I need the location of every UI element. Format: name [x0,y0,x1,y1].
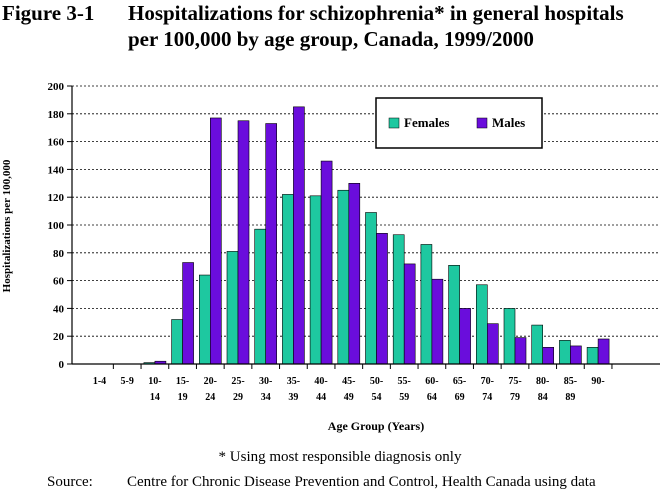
bar-females-65 [448,265,460,365]
bar-males-15 [182,262,194,365]
bar-females-40 [309,195,322,365]
legend-label-females: Females [404,115,449,130]
x-tick-label: 74 [482,392,492,403]
y-tick-label: 40 [53,303,65,315]
bar-females-45 [337,189,350,365]
x-tick-label: 85- [564,376,577,387]
x-tick-label: 30- [259,376,272,387]
bar-males-20 [210,117,222,365]
bar-females-75 [503,308,516,365]
y-tick-label: 180 [48,109,65,121]
x-tick-label: 34 [261,392,271,403]
bar-females-85 [559,340,571,365]
legend-label-males: Males [492,115,525,130]
bar-females-90 [586,347,599,365]
bar-females-50 [365,212,377,365]
x-tick-label: 40- [314,376,327,387]
x-tick-label: 89 [565,392,575,403]
source-label: Source: [47,474,93,490]
x-tick-label: 24 [205,392,215,403]
bar-males-40 [320,160,333,365]
bar-males-50 [376,233,388,365]
x-tick-label: 60- [425,376,438,387]
axes [67,85,660,369]
x-tick-label: 59 [399,392,409,403]
bar-females-30 [254,228,266,365]
y-axis-label: Hospitalizations per 100,000 [1,159,13,292]
figure-title: Figure 3-1 Hospitalizations for schizophr… [2,0,660,52]
source-line: Source: Centre for Chronic Disease Preven… [47,474,660,491]
bar-females-60 [420,244,433,365]
bar-males-55 [403,263,416,365]
bars [143,106,610,365]
x-tick-label: 75- [508,376,521,387]
y-tick-label: 160 [48,137,65,149]
bar-females-20 [199,274,211,365]
bar-males-75 [514,337,527,365]
x-tick-label: 80- [536,376,549,387]
legend-swatch-males [476,117,488,129]
bar-females-15 [171,319,183,365]
bar-females-55 [392,234,405,365]
x-tick-label: 20- [204,376,217,387]
x-tick-labels: 1-4 5-9 10- 14 15- 19 20- 24 25- 29 30- 34 35- 39 40- 4… [93,376,605,403]
x-tick-label: 90- [591,376,604,387]
y-tick-label: 80 [53,248,65,260]
x-tick-label: 44 [316,392,326,403]
x-tick-label: 39 [288,392,298,403]
y-tick-label: 120 [48,192,65,204]
y-tick-label: 0 [59,359,65,371]
x-tick-label: 69 [455,392,465,403]
x-tick-label: 84 [538,392,548,403]
legend: Females Males [375,97,543,149]
y-tick-label: 100 [48,220,65,232]
bar-females-25 [226,251,239,365]
footnote: * Using most responsible diagnosis only [218,449,462,465]
bar-males-65 [459,308,471,365]
x-tick-label: 70- [481,376,494,387]
x-tick-label: 50- [370,376,383,387]
bar-females-70 [475,284,488,365]
legend-swatch-females [388,117,400,129]
x-tick-label: 1-4 [93,376,106,387]
bar-males-85 [570,345,582,365]
bar-females-35 [282,194,294,365]
bar-males-35 [293,106,305,365]
y-tick-label: 20 [53,331,65,343]
y-tick-labels: 0 20 40 60 80 100 120 140 160 180 200 [48,81,65,371]
x-tick-label: 79 [510,392,520,403]
figure-title-line2: per 100,000 by age group, Canada, 1999/2… [128,27,534,51]
x-tick-label: 15- [176,376,189,387]
source-text: Centre for Chronic Disease Prevention an… [127,474,596,490]
bar-males-60 [431,278,444,365]
x-tick-label: 14 [150,392,160,403]
figure-title-line1: Hospitalizations for schizophrenia* in g… [128,1,624,25]
x-tick-label: 54 [372,392,382,403]
figure-number: Figure 3-1 [2,1,95,25]
y-tick-label: 200 [48,81,65,93]
y-tick-label: 140 [48,164,65,176]
bar-males-30 [265,123,278,365]
bar-females-80 [531,324,544,365]
x-tick-label: 19 [178,392,188,403]
y-tick-label: 60 [53,276,65,288]
x-tick-label: 5-9 [121,376,134,387]
x-tick-label: 29 [233,392,243,403]
x-axis-label: Age Group (Years) [328,419,424,433]
x-tick-label: 45- [342,376,355,387]
x-tick-label: 65- [453,376,466,387]
x-tick-label: 55- [398,376,411,387]
bar-males-45 [348,183,361,365]
x-tick-label: 35- [287,376,300,387]
bar-males-90 [597,338,610,365]
x-tick-label: 64 [427,392,437,403]
bar-males-25 [237,120,250,365]
bar-males-80 [542,347,555,365]
bar-males-70 [486,323,499,365]
x-tick-label: 49 [344,392,354,403]
x-tick-label: 10- [148,376,161,387]
x-tick-label: 25- [231,376,244,387]
